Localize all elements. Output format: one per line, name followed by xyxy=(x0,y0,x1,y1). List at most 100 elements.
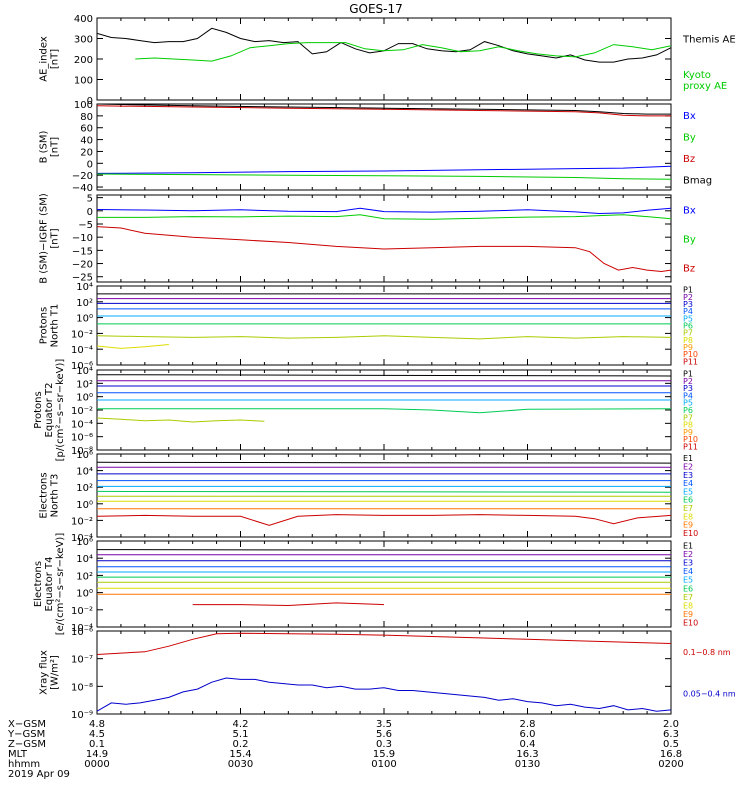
series-label: P8 xyxy=(683,421,693,430)
figure-title: GOES-17 xyxy=(349,2,403,16)
y-tick-label: 10⁰ xyxy=(76,314,93,325)
y-tick-label: 40 xyxy=(80,136,93,147)
series-label: E8 xyxy=(683,602,693,611)
y-tick-label: 400 xyxy=(74,14,93,25)
y-tick-label: 10² xyxy=(76,571,93,582)
panel-frame xyxy=(96,194,672,283)
series-label: E2 xyxy=(683,462,693,471)
y-tick-label: 20 xyxy=(80,147,93,158)
y-tick-label: 10⁻⁹ xyxy=(71,710,93,721)
series-label: E5 xyxy=(683,487,693,496)
series-label: Themis AE xyxy=(682,35,736,46)
y-tick-label: 200 xyxy=(74,55,93,66)
series-line-themis-ae xyxy=(97,27,671,63)
series-label: P1 xyxy=(683,286,693,295)
series-label: E1 xyxy=(683,541,693,550)
series-label: P3 xyxy=(683,300,693,309)
date-label: 2019 Apr 09 xyxy=(8,769,70,780)
y-tick-label: 60 xyxy=(80,124,93,135)
y-axis-label: Electrons xyxy=(33,561,44,607)
series-group xyxy=(97,207,671,273)
panel-frame xyxy=(96,630,672,715)
series-label: Bz xyxy=(683,154,695,165)
x-axis-value: 5.6 xyxy=(376,729,392,740)
y-tick-label: 10⁻² xyxy=(71,406,93,417)
x-axis-value: 6.0 xyxy=(520,729,536,740)
series-line-0-05-0-4-nm xyxy=(97,677,671,712)
series-label: P9 xyxy=(683,343,693,352)
y-tick-label: −20 xyxy=(72,171,93,182)
series-label: E3 xyxy=(683,471,693,480)
x-axis-value: 0000 xyxy=(84,759,109,770)
series-label: P6 xyxy=(683,322,693,331)
x-axis-value: 4.2 xyxy=(233,719,249,730)
y-tick-label: 10⁻⁴ xyxy=(71,345,93,356)
series-group xyxy=(97,293,671,349)
x-axis-value: 4.5 xyxy=(89,729,105,740)
y-tick-label: 10⁻⁸ xyxy=(71,682,93,693)
y-tick-label: 10⁰ xyxy=(76,500,93,511)
x-axis-value: 0100 xyxy=(371,759,396,770)
series-label: P4 xyxy=(683,307,693,316)
y-tick-label: 80 xyxy=(80,112,93,123)
series-line-bx xyxy=(97,207,671,215)
x-axis-value: 0030 xyxy=(228,759,253,770)
x-axis-value: 0.1 xyxy=(89,739,105,750)
x-axis-value: 0.4 xyxy=(520,739,536,750)
panel-4: 10⁴ 10² 10⁰ 10⁻² 10⁻⁴ 10⁻⁶ Protons North T1 P1P2… xyxy=(39,282,699,372)
series-line-kyoto-proxy-ae xyxy=(135,42,671,62)
series-group xyxy=(97,549,671,607)
series-line-e1 xyxy=(97,461,671,464)
panel-5: 10⁴ 10² 10⁰ 10⁻² 10⁻⁴ 10⁻⁶ 10⁻⁸ Protons Equator … xyxy=(33,359,698,462)
series-label: P5 xyxy=(683,314,693,323)
panel-frame xyxy=(96,369,672,451)
series-label: E4 xyxy=(683,567,693,576)
y-axis-label: [nT] xyxy=(50,137,61,157)
series-label: 0.1−0.8 nm xyxy=(683,648,731,657)
x-axis-value: 15.4 xyxy=(229,749,251,760)
series-label: E9 xyxy=(683,610,693,619)
series-label: P11 xyxy=(683,442,698,451)
y-axis-label: [nT] xyxy=(50,228,61,248)
y-tick-label: −15 xyxy=(72,246,93,257)
series-label: E2 xyxy=(683,550,693,559)
y-tick-label: 0 xyxy=(87,96,93,107)
series-line-bz xyxy=(97,226,671,273)
y-tick-label: 10⁻⁴ xyxy=(71,419,93,430)
y-axis-label: Protons xyxy=(39,307,50,344)
y-tick-label: −10 xyxy=(72,233,93,244)
series-line-e10 xyxy=(97,514,671,526)
series-label: P10 xyxy=(683,350,698,359)
series-label: E7 xyxy=(683,504,693,513)
series-label: Bz xyxy=(683,264,695,275)
series-label: E3 xyxy=(683,559,693,568)
y-tick-label: 0 xyxy=(87,207,93,218)
x-axis-value: 0.2 xyxy=(233,739,249,750)
x-axis-value: 2.0 xyxy=(663,719,679,730)
x-axis-row-label: hhmm xyxy=(8,759,40,770)
series-group xyxy=(97,374,671,423)
y-tick-label: 10² xyxy=(76,298,93,309)
series-label: P9 xyxy=(683,428,693,437)
series-group xyxy=(97,104,671,180)
x-axis-value: 15.9 xyxy=(373,749,395,760)
series-label: P10 xyxy=(683,435,698,444)
x-axis-row-label: MLT xyxy=(8,749,28,760)
panel-frame xyxy=(96,103,672,191)
x-axis-value: 4.8 xyxy=(89,719,105,730)
series-line-p8 xyxy=(97,344,169,349)
series-label: P11 xyxy=(683,357,698,366)
series-line-e1 xyxy=(97,549,671,551)
y-tick-label: 10⁻² xyxy=(71,329,93,340)
series-label: E10 xyxy=(683,619,698,628)
panel-7: 10⁶ 10⁴ 10² 10⁰ 10⁻² 10⁻⁴ Electrons Equator T4[… xyxy=(33,533,698,636)
y-axis-label: [e/(cm²−s−sr−keV)] xyxy=(55,533,66,636)
panel-frame xyxy=(96,453,672,538)
series-line-p7 xyxy=(97,417,265,423)
y-tick-label: 10⁴ xyxy=(76,467,93,478)
y-tick-label: 5 xyxy=(87,194,93,205)
y-tick-label: 10⁰ xyxy=(76,589,93,600)
x-axis-row-label: Z−GSM xyxy=(8,739,46,750)
series-line-by xyxy=(97,214,671,220)
